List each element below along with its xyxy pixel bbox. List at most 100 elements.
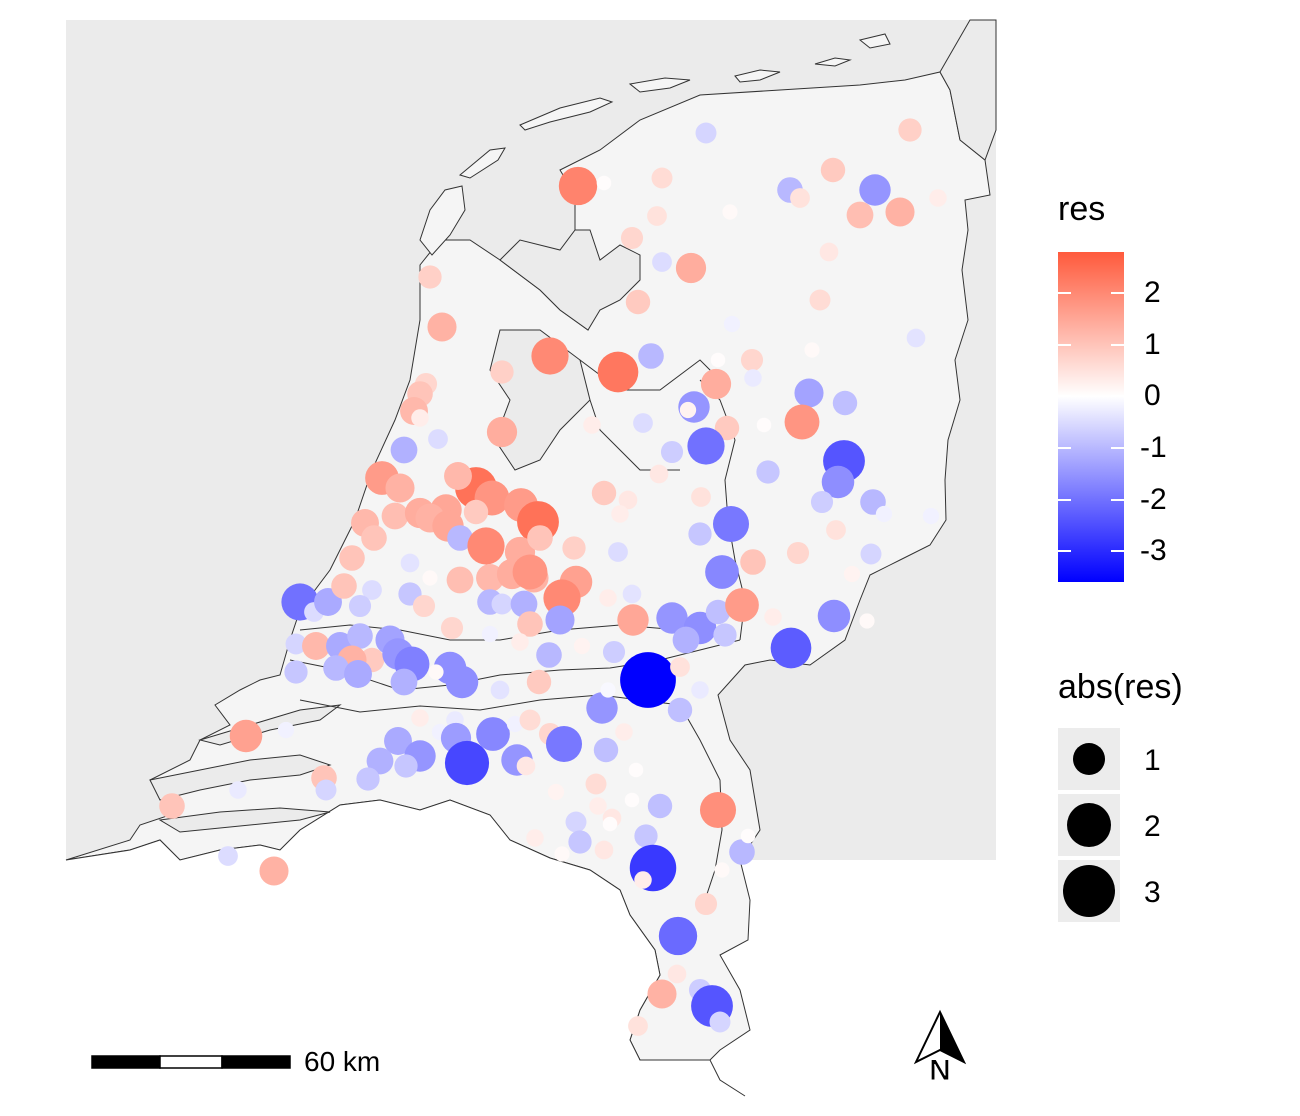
residual-point — [740, 828, 756, 844]
residual-point — [691, 487, 711, 507]
residual-point — [794, 378, 824, 408]
color-legend: res 2 1 0 -1 -2 -3 — [1056, 190, 1256, 600]
residual-point — [302, 632, 330, 660]
residual-point — [597, 351, 639, 393]
size-key-2-dot — [1067, 803, 1111, 847]
residual-point — [628, 1016, 648, 1036]
residual-point — [649, 464, 669, 484]
residual-point — [710, 352, 726, 368]
island-texel — [419, 185, 466, 256]
residual-point — [810, 490, 834, 514]
residual-point — [531, 337, 569, 375]
color-tick-mark — [1058, 395, 1071, 398]
residual-point — [819, 242, 839, 262]
residual-point — [526, 829, 544, 847]
size-key-1-dot — [1073, 743, 1105, 775]
residual-point — [647, 793, 673, 819]
residual-point — [658, 916, 698, 956]
residual-point — [826, 520, 846, 540]
residual-point — [229, 781, 247, 799]
residual-point — [594, 840, 614, 860]
color-tick-label: 0 — [1144, 379, 1161, 413]
residual-point — [922, 507, 940, 525]
residual-point — [218, 846, 238, 866]
residual-point — [427, 312, 457, 342]
island-terschelling — [519, 97, 614, 131]
residual-point — [634, 871, 652, 889]
residual-point — [600, 682, 616, 698]
size-key-3-dot — [1063, 865, 1115, 917]
color-tick-label: -3 — [1140, 534, 1167, 568]
residual-point — [709, 1011, 731, 1033]
residual-point — [381, 502, 409, 530]
residual-point — [885, 197, 915, 227]
residual-point — [860, 543, 882, 565]
residual-point — [339, 545, 365, 571]
residual-point — [259, 856, 289, 886]
residual-point — [444, 462, 472, 490]
residual-point — [695, 122, 717, 144]
residual-point — [638, 343, 664, 369]
residual-point — [770, 627, 812, 669]
residual-point — [846, 201, 874, 229]
color-tick-mark — [1111, 343, 1124, 346]
residual-point — [618, 490, 638, 510]
residual-point — [510, 590, 538, 618]
color-tick-mark — [1111, 395, 1124, 398]
island-schiermonnikoog — [734, 69, 781, 83]
residual-point — [347, 623, 373, 649]
residual-point — [722, 204, 738, 220]
residual-point — [428, 664, 444, 680]
residual-point — [691, 681, 709, 699]
residual-point — [694, 892, 718, 916]
color-tick-mark — [1111, 550, 1124, 553]
residual-point — [511, 633, 529, 651]
residual-point — [366, 747, 394, 775]
residual-point — [284, 660, 308, 684]
color-tick-label: -1 — [1140, 430, 1167, 464]
residual-point — [624, 792, 640, 808]
residual-point — [547, 783, 565, 801]
residual-point — [647, 206, 667, 226]
land-germany — [939, 19, 997, 161]
residual-point — [516, 756, 536, 776]
residual-point — [617, 604, 649, 636]
size-legend-title: abs(res) — [1058, 668, 1183, 706]
residual-point — [558, 166, 598, 206]
residual-point — [159, 793, 185, 819]
scale-bar-segment-3 — [221, 1055, 291, 1069]
residual-point — [809, 289, 831, 311]
residual-point — [589, 797, 607, 815]
lake-ijsselmeer — [499, 229, 641, 331]
residual-point — [411, 709, 429, 727]
color-legend-title: res — [1058, 190, 1106, 228]
residual-point — [859, 174, 891, 206]
island-rottumeroog — [814, 57, 852, 67]
residual-point — [446, 566, 474, 594]
residual-point — [476, 564, 504, 592]
residual-point — [667, 697, 693, 723]
residual-point — [821, 465, 855, 499]
scale-bar — [91, 1055, 291, 1069]
residual-point — [506, 715, 524, 733]
residual-point — [859, 613, 875, 629]
residual-point — [331, 573, 357, 599]
residual-point — [672, 626, 700, 654]
residual-point — [679, 401, 697, 419]
residual-point — [467, 527, 505, 565]
residual-point — [385, 473, 415, 503]
residual-point — [591, 480, 617, 506]
residual-point — [875, 505, 893, 523]
residual-point — [411, 409, 429, 427]
size-key-2-label: 2 — [1144, 810, 1161, 843]
residual-point — [602, 816, 618, 832]
residual-point — [348, 594, 372, 618]
residual-point — [490, 360, 514, 384]
residual-point — [596, 175, 612, 191]
residual-point — [444, 740, 490, 786]
residual-point — [463, 499, 489, 525]
residual-point — [527, 525, 553, 551]
residual-point — [714, 862, 730, 878]
residual-point — [898, 118, 922, 142]
size-key-1 — [1058, 728, 1120, 790]
